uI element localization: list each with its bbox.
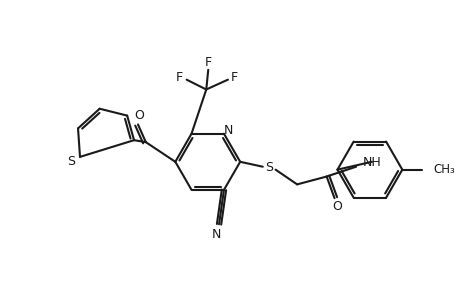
Text: N: N xyxy=(211,228,220,241)
Text: O: O xyxy=(332,200,341,214)
Text: O: O xyxy=(134,109,144,122)
Text: F: F xyxy=(231,71,238,84)
Text: F: F xyxy=(204,56,211,70)
Text: S: S xyxy=(264,161,272,174)
Text: NH: NH xyxy=(362,156,381,169)
Text: F: F xyxy=(176,71,183,84)
Text: S: S xyxy=(67,155,75,168)
Text: N: N xyxy=(224,124,233,137)
Text: CH₃: CH₃ xyxy=(433,163,454,176)
